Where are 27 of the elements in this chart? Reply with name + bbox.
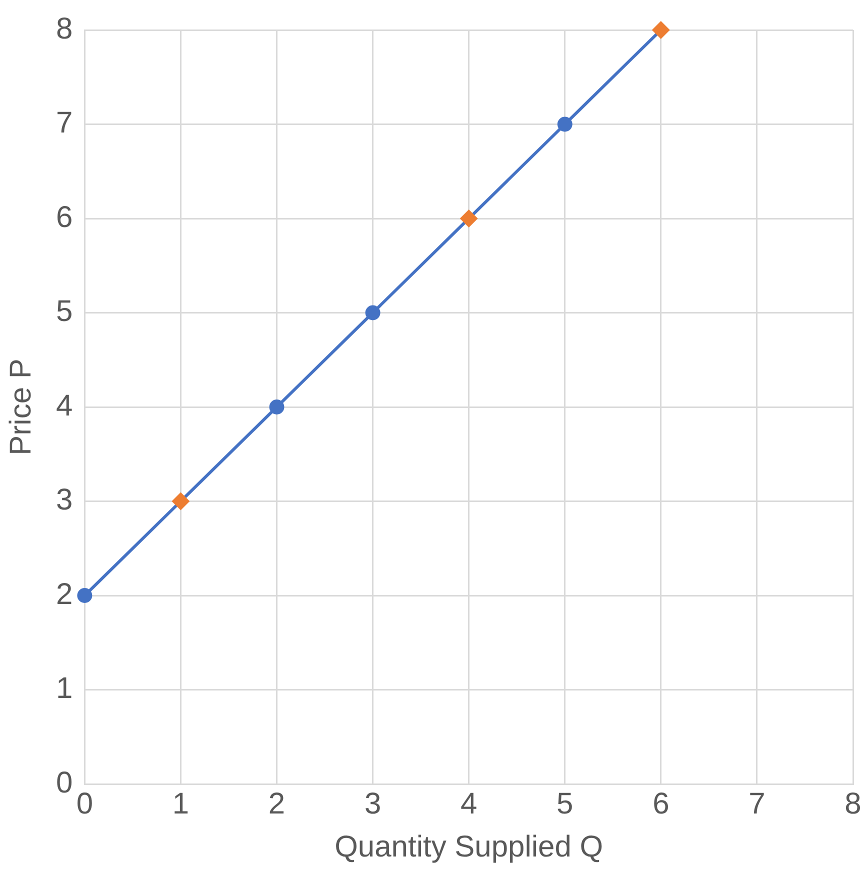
x-tick-label: 2 [268,787,286,820]
point [365,305,380,320]
y-tick-label: 8 [56,12,73,46]
y-tick-label: 6 [56,200,73,234]
y-tick-label: 0 [56,766,73,800]
x-tick-label: 7 [748,787,766,820]
x-tick-label: 3 [364,787,382,820]
x-tick-label: 8 [844,787,862,820]
y-tick-label: 7 [56,106,73,140]
point [269,400,284,414]
x-axis-title: Quantity Supplied Q [334,830,604,864]
x-tick-label: 6 [652,787,670,820]
y-axis-title: Price P [4,358,38,456]
point [557,116,572,132]
y-tick-label: 2 [56,578,73,611]
x-tick-label: 5 [556,787,574,820]
y-tick-label: 4 [56,389,73,422]
point [652,21,670,39]
point [460,210,478,228]
x-tick-label: 1 [172,787,190,820]
x-tick-label: 4 [460,787,478,820]
y-tick-label: 5 [56,295,73,328]
y-tick-label: 3 [56,484,73,517]
point [77,588,92,603]
y-tick-label: 1 [56,672,73,706]
point [172,492,190,510]
x-tick-label: 0 [76,787,94,820]
